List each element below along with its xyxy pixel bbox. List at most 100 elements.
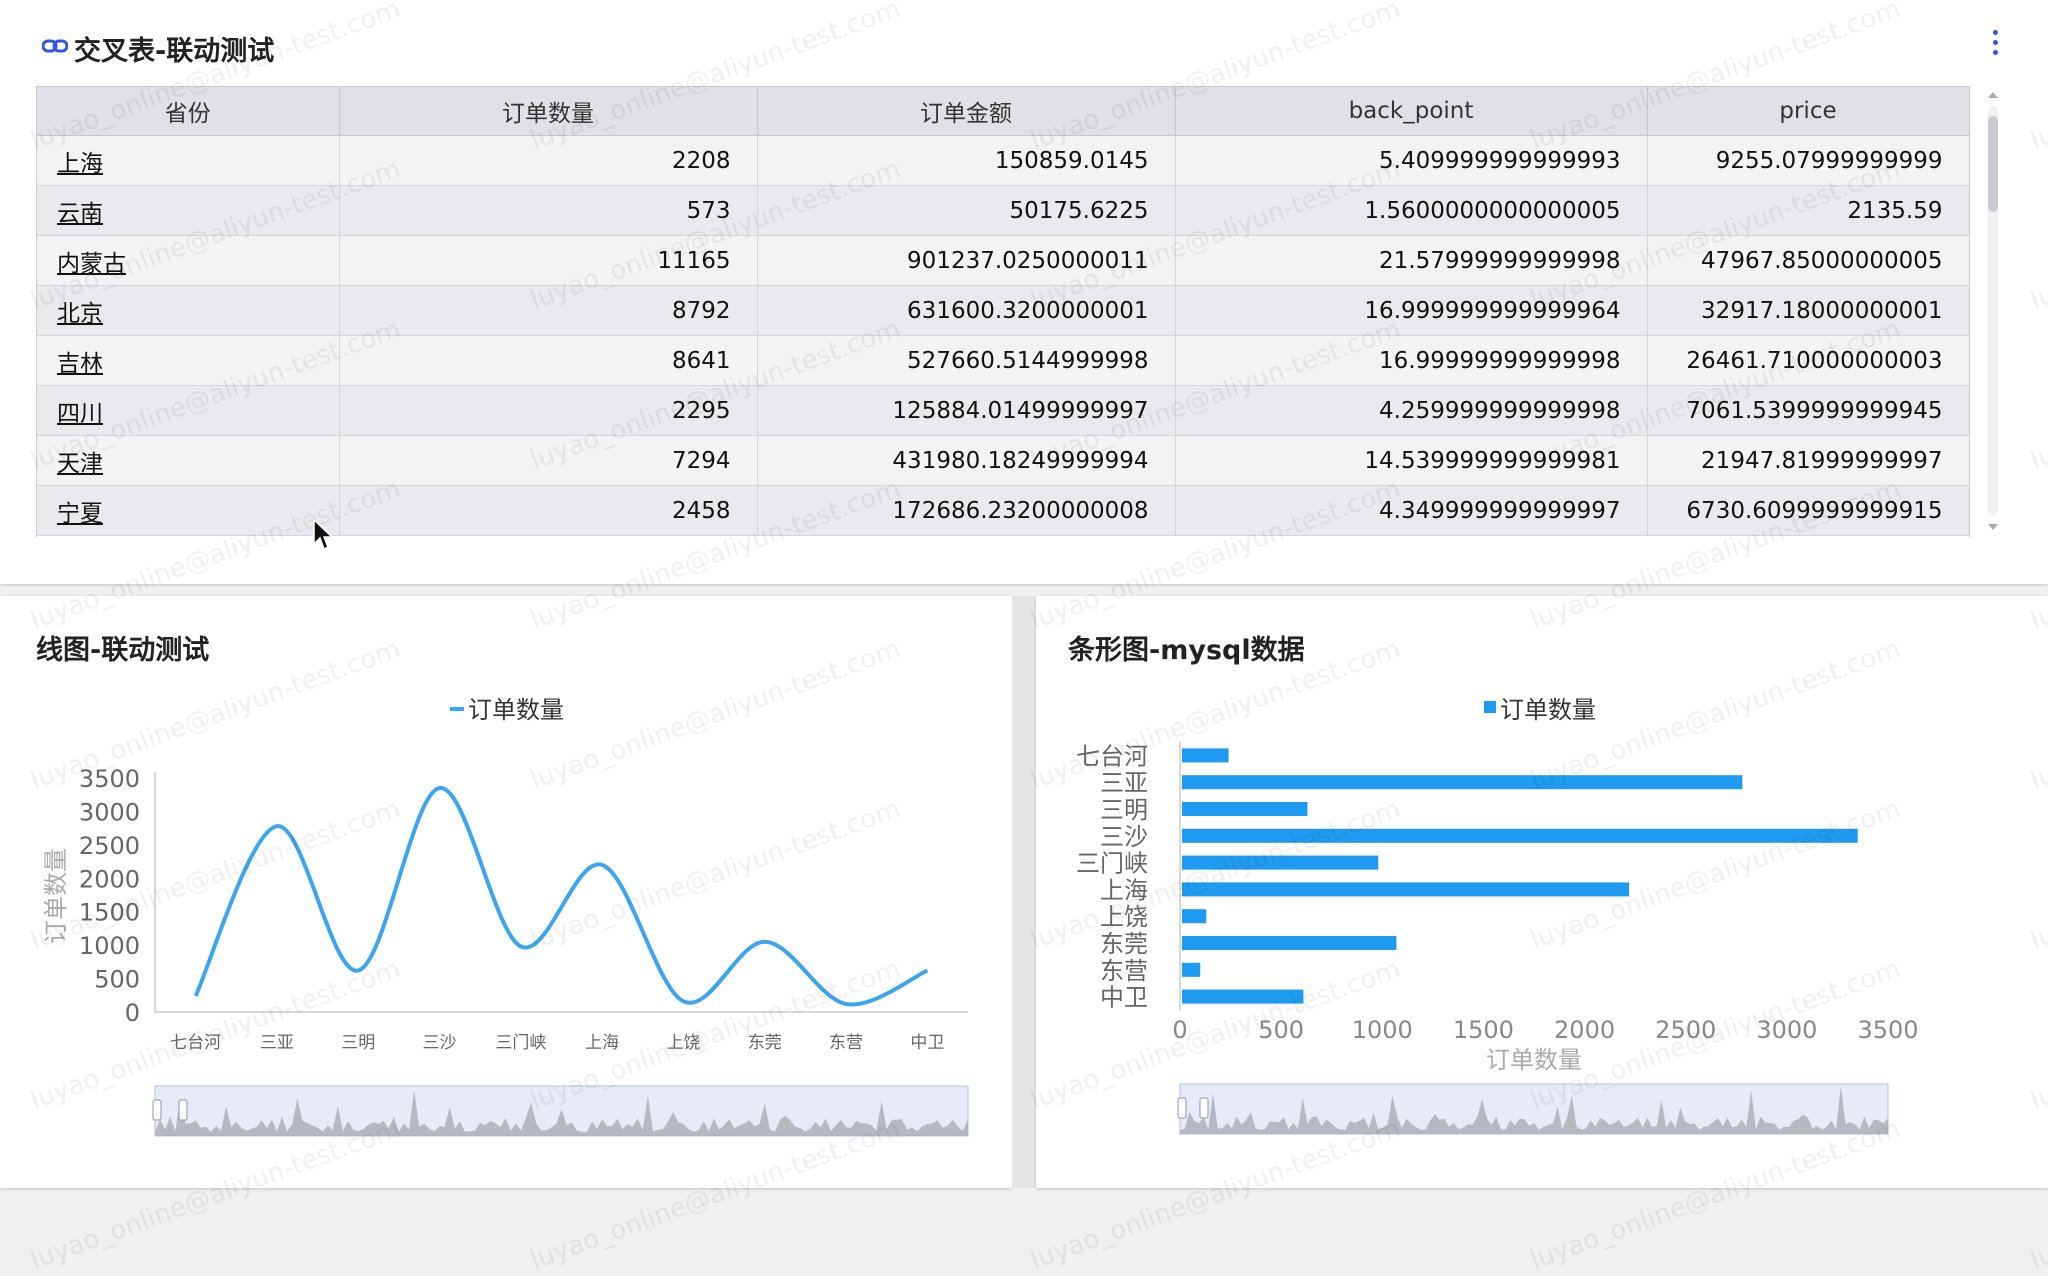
table-cell: 573 xyxy=(339,185,758,236)
table-cell: 2208 xyxy=(339,135,758,186)
table-cell: 172686.23200000008 xyxy=(757,485,1176,536)
column-header[interactable]: 订单金额 xyxy=(757,87,1176,136)
table-row[interactable]: 宁夏 2458 172686.23200000008 4.34999999999999… xyxy=(37,485,1969,536)
y-tick-label: 中卫 xyxy=(1100,984,1148,1012)
x-tick-label: 三明 xyxy=(341,1033,375,1053)
table-cell: 527660.5144999998 xyxy=(757,335,1176,386)
column-header[interactable]: back_point xyxy=(1175,87,1648,136)
crosstab-table: 省份 订单数量 订单金额 back_point price 上海 2208 150859.0… xyxy=(36,86,1970,537)
province-link[interactable]: 天津 xyxy=(57,450,103,477)
y-tick-label: 三门峡 xyxy=(1076,850,1148,878)
table-scrollbar[interactable] xyxy=(1984,86,2000,536)
y-tick-label: 七台河 xyxy=(1076,742,1148,770)
zoom-preview-shadow xyxy=(155,1090,968,1136)
legend-label: 订单数量 xyxy=(1500,696,1596,724)
province-cell[interactable]: 吉林 xyxy=(37,335,340,386)
table-row[interactable]: 四川 2295 125884.01499999997 4.25999999999999… xyxy=(37,385,1969,436)
table-cell: 16.99999999999998 xyxy=(1175,335,1648,386)
table-row[interactable]: 内蒙古 11165 901237.0250000011 21.579999999999… xyxy=(37,235,1969,286)
bar xyxy=(1182,855,1379,870)
table-row[interactable]: 天津 7294 431980.18249999994 14.5399999999999… xyxy=(37,435,1969,486)
x-tick-label: 2500 xyxy=(1655,1016,1716,1044)
bar-datazoom-slider[interactable] xyxy=(1177,1083,1889,1135)
table-cell: 32917.18000000001 xyxy=(1647,285,1969,336)
bar-legend[interactable]: 订单数量 xyxy=(1484,696,1596,724)
bar xyxy=(1182,775,1743,790)
y-tick-label: 2000 xyxy=(79,865,140,893)
zoom-handle-right xyxy=(1199,1097,1209,1119)
table-row[interactable]: 北京 8792 631600.3200000001 16.99999999999996… xyxy=(37,285,1969,336)
table-cell: 21947.81999999997 xyxy=(1647,435,1969,486)
scroll-down-icon[interactable] xyxy=(1988,524,1998,530)
province-cell[interactable]: 云南 xyxy=(37,185,340,236)
province-cell[interactable]: 四川 xyxy=(37,385,340,436)
table-cell: 901237.0250000011 xyxy=(757,235,1176,286)
province-cell[interactable]: 北京 xyxy=(37,285,340,336)
x-tick-label: 三亚 xyxy=(260,1033,294,1053)
x-tick-label: 三沙 xyxy=(423,1033,457,1053)
y-tick-label: 500 xyxy=(94,966,140,994)
x-tick-label: 上饶 xyxy=(666,1033,700,1053)
province-cell[interactable]: 上海 xyxy=(37,135,340,186)
column-header[interactable]: 订单数量 xyxy=(339,87,758,136)
scroll-thumb[interactable] xyxy=(1988,116,1998,212)
y-tick-label: 上饶 xyxy=(1100,903,1148,931)
bar xyxy=(1182,936,1397,950)
legend-label: 订单数量 xyxy=(468,696,564,724)
province-cell[interactable]: 内蒙古 xyxy=(37,235,340,286)
line-chart-title: 线图-联动测试 xyxy=(36,635,210,666)
province-cell[interactable]: 宁夏 xyxy=(37,485,340,536)
column-header[interactable]: price xyxy=(1647,87,1969,136)
province-link[interactable]: 宁夏 xyxy=(57,500,103,527)
province-link[interactable]: 内蒙古 xyxy=(57,250,126,277)
y-tick-label: 三沙 xyxy=(1100,823,1148,851)
province-link[interactable]: 北京 xyxy=(57,300,103,327)
bar-chart-title: 条形图-mysql数据 xyxy=(1068,635,1305,666)
province-link[interactable]: 云南 xyxy=(57,200,103,227)
table-row[interactable]: 吉林 8641 527660.5144999998 16.99999999999998… xyxy=(37,335,1969,386)
x-tick-label: 3500 xyxy=(1857,1016,1918,1044)
column-header[interactable]: 省份 xyxy=(37,87,340,136)
y-tick-label: 东营 xyxy=(1100,957,1148,985)
zoom-handle-right xyxy=(178,1099,188,1121)
y-tick-label: 3000 xyxy=(79,798,140,826)
table-cell: 47967.85000000005 xyxy=(1647,235,1969,286)
table-row[interactable]: 云南 573 50175.6225 1.5600000000000005 2135.59 xyxy=(37,185,1969,236)
table-cell: 4.349999999999997 xyxy=(1175,485,1648,536)
scroll-track[interactable] xyxy=(1988,106,1998,516)
province-link[interactable]: 上海 xyxy=(57,150,103,177)
province-cell[interactable]: 天津 xyxy=(37,435,340,486)
table-cell: 9255.07999999999 xyxy=(1647,135,1969,186)
bar xyxy=(1182,882,1630,897)
y-tick-label: 2500 xyxy=(79,832,140,860)
table-cell: 21.57999999999998 xyxy=(1175,235,1648,286)
table-cell: 631600.3200000001 xyxy=(757,285,1176,336)
x-tick-label: 东营 xyxy=(829,1033,863,1053)
line-legend[interactable]: 订单数量 xyxy=(450,696,564,724)
link-icon xyxy=(42,39,68,53)
table-cell: 26461.710000000003 xyxy=(1647,335,1969,386)
table-cell: 11165 xyxy=(339,235,758,286)
table-cell: 2458 xyxy=(339,485,758,536)
y-tick-label: 东莞 xyxy=(1100,930,1148,958)
province-link[interactable]: 四川 xyxy=(57,400,103,427)
bar-chart: 订单数量 0 500 1000 1500 2000 2500 3000 3500订单数量七台河… xyxy=(1076,696,1919,1135)
table-cell: 8641 xyxy=(339,335,758,386)
x-tick-label: 东莞 xyxy=(748,1033,782,1053)
province-link[interactable]: 吉林 xyxy=(57,350,103,377)
bar xyxy=(1182,909,1207,924)
table-row[interactable]: 上海 2208 150859.0145 5.409999999999993 9255.0… xyxy=(37,135,1969,186)
y-tick-label: 1500 xyxy=(79,899,140,927)
table-cell: 7061.5399999999945 xyxy=(1647,385,1969,436)
y-tick-label: 0 xyxy=(125,999,140,1027)
crosstab-panel: 交叉表-联动测试 省份 订单数量 订单金额 back_point price 上海 220… xyxy=(0,0,2048,584)
table-cell: 7294 xyxy=(339,435,758,486)
scroll-up-icon[interactable] xyxy=(1988,92,1998,98)
zoom-handle-left xyxy=(152,1099,162,1121)
y-tick-label: 1000 xyxy=(79,932,140,960)
table-cell: 16.999999999999964 xyxy=(1175,285,1648,336)
line-datazoom-slider[interactable] xyxy=(152,1085,969,1137)
table-cell: 2295 xyxy=(339,385,758,436)
more-options-icon[interactable] xyxy=(1990,30,2000,64)
table-cell: 4.259999999999998 xyxy=(1175,385,1648,436)
